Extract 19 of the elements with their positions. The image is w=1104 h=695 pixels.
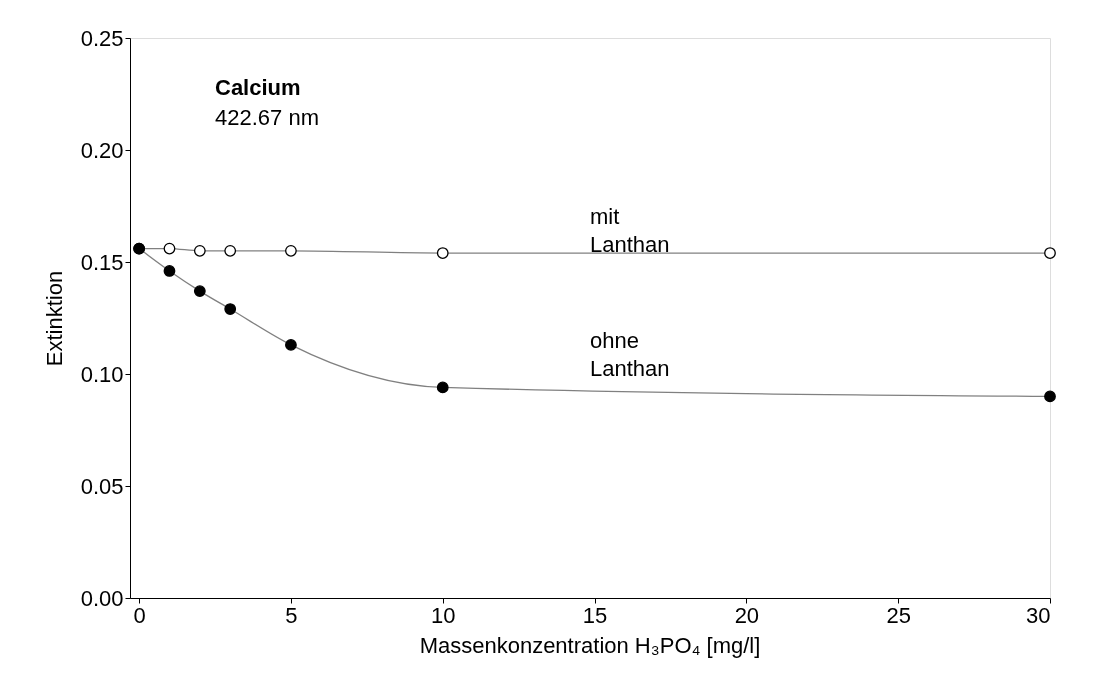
x-tick-label: 5: [285, 602, 298, 628]
text: Calcium: [215, 75, 301, 100]
series-label: ohne Lanthan: [590, 328, 670, 382]
y-tick-label: 0.25: [80, 25, 124, 51]
x-tick-label: 20: [734, 602, 760, 628]
series-label: mit Lanthan: [590, 203, 670, 257]
y-axis-title: Extinktion: [41, 270, 67, 367]
text: 422.67 nm: [215, 105, 319, 130]
x-tick-label: 0: [133, 602, 146, 628]
y-tick-label: 0.10: [80, 361, 124, 387]
y-tick-label: 0.05: [80, 473, 124, 499]
x-tick-label: 10: [431, 602, 456, 628]
x-tick-label: 15: [582, 602, 608, 628]
y-tick-label: 0.00: [80, 585, 124, 611]
x-axis-title: Massenkonzentration H₃PO₄ [mg/l]: [419, 633, 761, 658]
y-tick-label: 0.20: [80, 137, 124, 163]
x-tick-label: 25: [886, 602, 911, 628]
x-tick-label: 30: [1026, 602, 1051, 628]
y-tick-label: 0.15: [80, 249, 124, 275]
